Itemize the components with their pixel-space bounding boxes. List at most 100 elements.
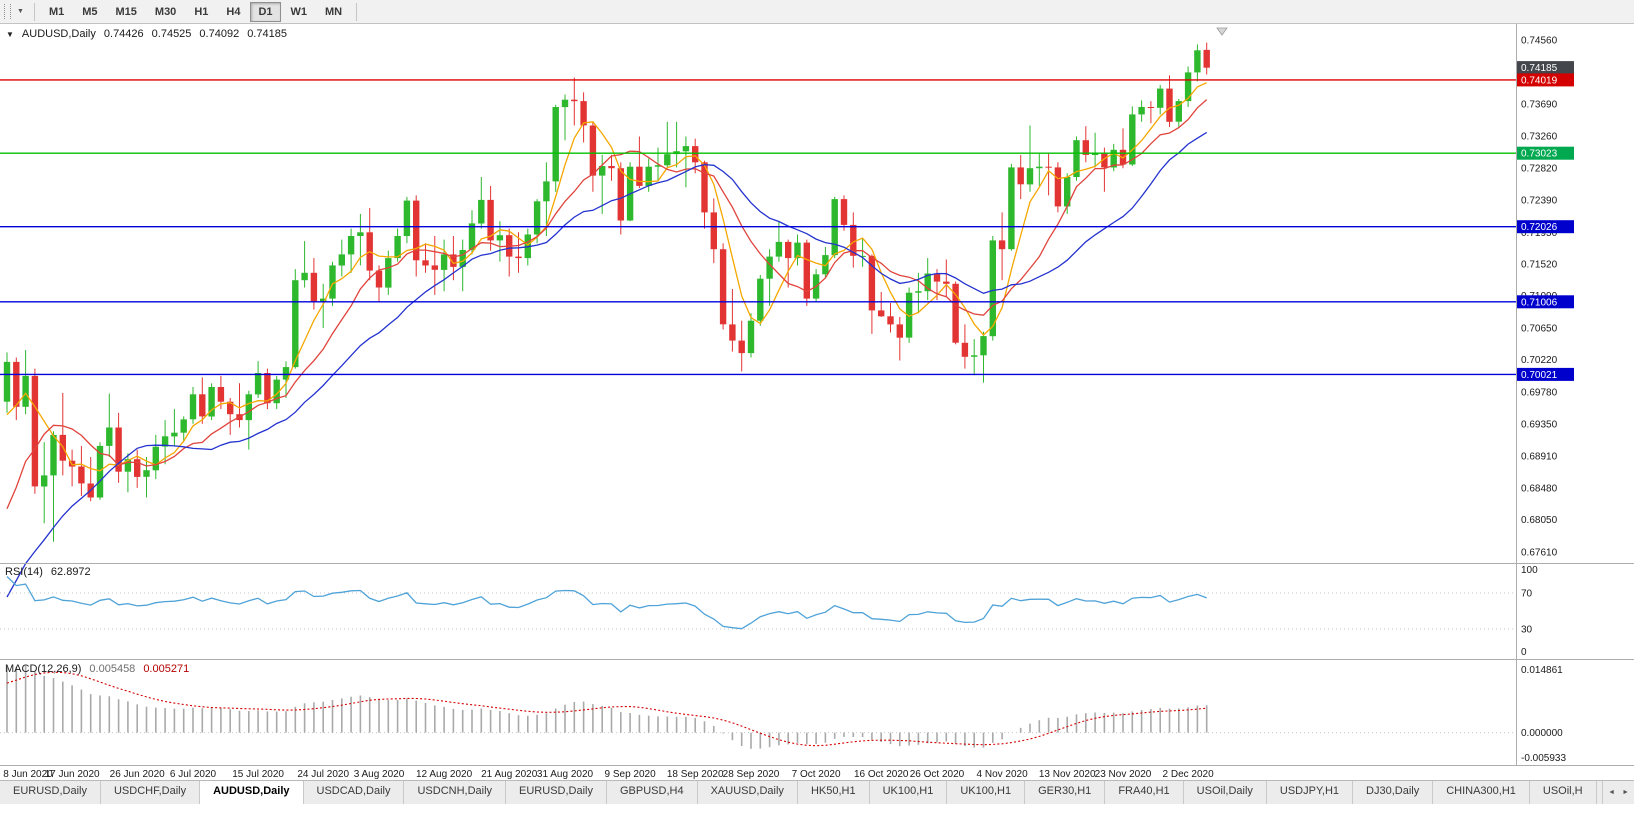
timeframe-button-mn[interactable]: MN — [325, 5, 343, 18]
toolbar-separator — [33, 2, 35, 21]
macd-main-value: 0.005458 — [89, 663, 136, 675]
tab-scroll-right-button[interactable]: ► — [1622, 789, 1629, 796]
svg-text:0.72390: 0.72390 — [1521, 195, 1558, 206]
window-tab-usdchf-daily[interactable]: USDCHF,Daily — [100, 781, 201, 804]
macd-label: MACD(12,26,9) — [5, 663, 82, 675]
rsi-line — [6, 576, 1207, 630]
svg-text:12 Aug 2020: 12 Aug 2020 — [416, 769, 473, 780]
svg-text:0.71006: 0.71006 — [1521, 297, 1558, 308]
toolbar-grip[interactable] — [4, 4, 11, 19]
window-tab-usdcnh-daily[interactable]: USDCNH,Daily — [404, 781, 507, 804]
timeframe-button-m15[interactable]: M15 — [115, 5, 137, 18]
chart-low-value: 0.74092 — [199, 28, 240, 40]
window-tab-usdjpy-h1[interactable]: USDJPY,H1 — [1266, 781, 1354, 804]
window-tab-uk100-h1[interactable]: UK100,H1 — [947, 781, 1026, 804]
window-tab-fra40-h1[interactable]: FRA40,H1 — [1105, 781, 1184, 804]
window-tab-audusd-daily[interactable]: AUDUSD,Daily — [200, 781, 304, 804]
timeframe-button-w1[interactable]: W1 — [290, 5, 308, 18]
svg-text:0.000000: 0.000000 — [1521, 728, 1563, 739]
macd-header: MACD(12,26,9) 0.005458 0.005271 — [5, 663, 189, 675]
timeframe-button-d1[interactable]: D1 — [250, 1, 281, 22]
price-badge-0.74185 — [1517, 61, 1574, 75]
window-tab-uk100-h1[interactable]: UK100,H1 — [869, 781, 948, 804]
svg-text:100: 100 — [1521, 565, 1538, 576]
svg-text:9 Sep 2020: 9 Sep 2020 — [605, 769, 657, 780]
svg-text:0.72026: 0.72026 — [1521, 222, 1558, 233]
svg-text:13 Nov 2020: 13 Nov 2020 — [1039, 769, 1096, 780]
timeframe-button-h4[interactable]: H4 — [226, 5, 241, 18]
chart-close-value: 0.74185 — [247, 28, 287, 40]
svg-text:70: 70 — [1521, 589, 1533, 600]
svg-text:0.70650: 0.70650 — [1521, 324, 1558, 335]
window-tab-dj30-daily[interactable]: DJ30,Daily — [1353, 781, 1434, 804]
timeframes-toolbar: ▼ M1 M5 M15 M30 H1 H4 D1 W1 MN — [0, 0, 1634, 24]
svg-text:6 Jul 2020: 6 Jul 2020 — [170, 769, 217, 780]
svg-text:0.71950: 0.71950 — [1521, 228, 1558, 239]
chart-canvas[interactable]: 0.74560 0.73690 0.73260 0.72820 0.72390 0.719… — [0, 24, 1634, 780]
horizontal-lines[interactable] — [0, 79, 1516, 376]
window-tab-eurusd-daily[interactable]: EURUSD,Daily — [506, 781, 607, 804]
toolbar-menu-caret-icon[interactable]: ▼ — [17, 7, 24, 15]
chart-area[interactable]: 0.74560 0.73690 0.73260 0.72820 0.72390 0.719… — [0, 24, 1634, 780]
svg-text:24 Jul 2020: 24 Jul 2020 — [297, 769, 349, 780]
svg-text:0.72820: 0.72820 — [1521, 164, 1558, 175]
price-axis[interactable]: 0.74560 0.73690 0.73260 0.72820 0.72390 0.719… — [1517, 36, 1574, 559]
macd-signal-line — [6, 671, 1207, 747]
window-tab-ger30-h1[interactable]: GER30,H1 — [1025, 781, 1106, 804]
candlestick-series — [3, 42, 1210, 542]
bottom-spacer — [0, 804, 1634, 836]
svg-text:26 Oct 2020: 26 Oct 2020 — [910, 769, 965, 780]
svg-text:31 Aug 2020: 31 Aug 2020 — [537, 769, 594, 780]
rsi-panel: 100 70 30 0 — [0, 565, 1538, 658]
price-badge-0.71006 — [1517, 295, 1574, 309]
timeframe-button-h1[interactable]: H1 — [194, 5, 209, 18]
chart-symbol-label: AUDUSD,Daily — [21, 28, 96, 40]
svg-text:8 Jun 2020: 8 Jun 2020 — [3, 769, 53, 780]
chart-shift-marker[interactable] — [1216, 27, 1228, 36]
timeframe-buttons: M1 M5 M15 M30 H1 H4 D1 W1 MN — [40, 1, 351, 22]
svg-text:0.68480: 0.68480 — [1521, 483, 1558, 494]
svg-text:0.70021: 0.70021 — [1521, 370, 1558, 381]
svg-text:0.68910: 0.68910 — [1521, 452, 1558, 463]
svg-text:17 Jun 2020: 17 Jun 2020 — [45, 769, 100, 780]
svg-text:7 Oct 2020: 7 Oct 2020 — [792, 769, 841, 780]
window-tab-china300-h1[interactable]: CHINA300,H1 — [1433, 781, 1530, 804]
timeframe-button-m5[interactable]: M5 — [82, 5, 98, 18]
slow-ma-line — [6, 131, 1208, 598]
svg-text:0.73690: 0.73690 — [1521, 100, 1558, 111]
fast-ma-line — [6, 82, 1207, 472]
svg-text:2 Dec 2020: 2 Dec 2020 — [1163, 769, 1215, 780]
window-tab-usoil-h[interactable]: USOil,H — [1529, 781, 1597, 804]
svg-text:30: 30 — [1521, 625, 1533, 636]
svg-text:0.73260: 0.73260 — [1521, 131, 1558, 142]
toolbar-separator — [356, 2, 358, 21]
chart-collapse-icon[interactable]: ▼ — [6, 29, 14, 39]
window-tabs: EURUSD,Daily USDCHF,Daily AUDUSD,Daily USDC… — [0, 781, 1634, 804]
svg-text:0.71520: 0.71520 — [1521, 259, 1558, 270]
chart-open-value: 0.74426 — [103, 28, 144, 40]
svg-text:15 Jul 2020: 15 Jul 2020 — [232, 769, 284, 780]
svg-text:0.74185: 0.74185 — [1521, 63, 1558, 74]
price-badge-0.72026 — [1517, 220, 1574, 234]
medium-ma-line — [6, 99, 1208, 510]
macd-panel: 0.014861 0.000000 -0.005933 — [0, 665, 1566, 764]
window-tab-usdcad-daily[interactable]: USDCAD,Daily — [303, 781, 405, 804]
window-tab-eurusd-daily[interactable]: EURUSD,Daily — [0, 781, 101, 804]
tab-scroll-left-button[interactable]: ◄ — [1608, 789, 1616, 796]
window-tab-xauusd-daily[interactable]: XAUUSD,Daily — [697, 781, 798, 804]
price-badge-0.70021 — [1517, 367, 1574, 381]
window-tab-hk50-h1[interactable]: HK50,H1 — [797, 781, 870, 804]
tab-scroll-arrows: ◄ ► — [1602, 781, 1634, 804]
svg-text:0.68050: 0.68050 — [1521, 515, 1558, 526]
timeframe-button-m30[interactable]: M30 — [154, 5, 177, 18]
svg-text:18 Sep 2020: 18 Sep 2020 — [667, 769, 724, 780]
timeframe-button-m1[interactable]: M1 — [48, 5, 65, 18]
svg-text:3 Aug 2020: 3 Aug 2020 — [354, 769, 405, 780]
window-tab-gbpusd-h4[interactable]: GBPUSD,H4 — [607, 781, 698, 804]
svg-text:0.69780: 0.69780 — [1521, 388, 1558, 399]
window-tab-usoil-daily[interactable]: USOil,Daily — [1183, 781, 1267, 804]
chart-high-value: 0.74525 — [151, 28, 192, 40]
rsi-header: RSI(14) 62.8972 — [5, 566, 91, 578]
